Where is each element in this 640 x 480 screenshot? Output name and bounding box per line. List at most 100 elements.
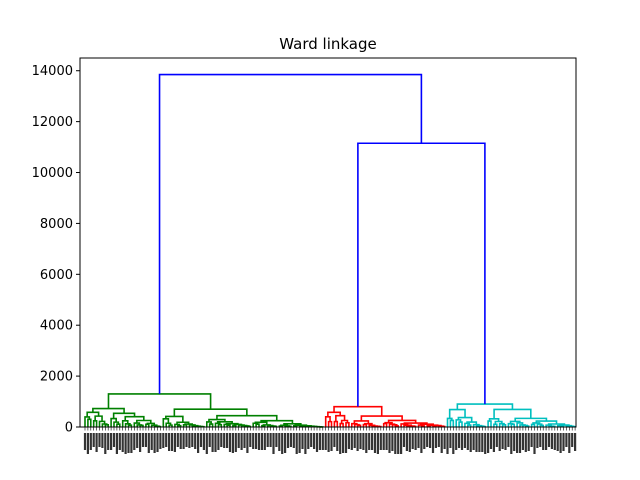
leaf-label-mark bbox=[144, 433, 147, 447]
dendrogram-link bbox=[165, 415, 184, 423]
leaf-label-mark bbox=[478, 433, 481, 452]
leaf-label-mark bbox=[565, 433, 568, 447]
leaf-label-mark bbox=[527, 433, 530, 451]
leaf-label-mark bbox=[504, 433, 507, 450]
leaf-label-mark bbox=[475, 433, 478, 452]
leaf-label-mark bbox=[362, 433, 365, 450]
leaf-label-mark bbox=[411, 433, 414, 449]
dendrogram-link bbox=[101, 423, 108, 427]
leaf-label-mark bbox=[452, 433, 455, 454]
leaf-label-mark bbox=[217, 433, 220, 450]
leaf-label-mark bbox=[397, 433, 400, 454]
dendrogram-link bbox=[509, 420, 521, 424]
leaf-label-mark bbox=[298, 433, 301, 453]
leaf-label-mark bbox=[104, 433, 107, 454]
dendrogram-link bbox=[427, 424, 439, 426]
dendrogram-link bbox=[136, 419, 152, 424]
leaf-label-mark bbox=[133, 433, 136, 450]
dendrogram-link bbox=[214, 422, 221, 427]
leaf-label-mark bbox=[257, 433, 261, 450]
leaf-label-mark bbox=[481, 433, 484, 452]
leaf-label-mark bbox=[263, 433, 266, 450]
leaf-label-mark bbox=[373, 433, 377, 453]
leaf-label-mark bbox=[547, 433, 551, 447]
leaf-label-mark bbox=[489, 433, 493, 449]
leaf-label-mark bbox=[431, 433, 435, 453]
dendrogram-link bbox=[145, 423, 150, 427]
dendrogram-link bbox=[124, 415, 145, 421]
dendrogram-link bbox=[457, 416, 473, 423]
dendrogram-link bbox=[279, 424, 289, 427]
dendrogram-link bbox=[327, 420, 333, 427]
leaf-label-mark bbox=[524, 433, 527, 452]
dendrogram-link bbox=[225, 422, 239, 425]
leaf-label-mark bbox=[295, 433, 298, 454]
leaf-label-mark bbox=[243, 433, 246, 448]
leaf-label-mark bbox=[379, 433, 382, 450]
leaf-label-mark bbox=[136, 433, 139, 448]
leaf-label-mark bbox=[275, 433, 278, 447]
dendrogram-link bbox=[262, 424, 272, 426]
dendrogram-link bbox=[472, 423, 480, 427]
leaf-label-mark bbox=[501, 433, 504, 449]
dendrogram-link bbox=[446, 417, 453, 427]
y-tick-label: 10000 bbox=[32, 166, 73, 181]
leaf-label-mark bbox=[571, 433, 574, 447]
leaf-label-mark bbox=[237, 433, 240, 448]
leaf-label-mark bbox=[249, 433, 252, 447]
leaf-label-mark bbox=[168, 433, 171, 451]
leaf-label-mark bbox=[414, 433, 417, 450]
dendrogram-link bbox=[494, 420, 503, 425]
leaf-label-mark bbox=[304, 433, 307, 454]
dendrogram-link bbox=[353, 423, 360, 427]
leaf-label-mark bbox=[487, 433, 490, 453]
leaf-label-mark bbox=[173, 433, 176, 452]
leaf-label-mark bbox=[130, 433, 133, 453]
dendrogram-link bbox=[206, 421, 212, 427]
leaf-label-mark bbox=[388, 433, 391, 453]
leaf-label-mark bbox=[101, 433, 104, 448]
leaf-label-mark bbox=[156, 433, 159, 452]
leaf-label-mark bbox=[469, 433, 472, 452]
leaf-label-mark bbox=[176, 433, 179, 447]
leaf-label-mark bbox=[246, 433, 249, 453]
leaf-label-mark bbox=[89, 433, 92, 450]
leaf-label-mark bbox=[339, 433, 342, 454]
leaf-label-mark bbox=[359, 433, 362, 449]
leaf-label-mark bbox=[405, 433, 408, 451]
leaf-label-mark bbox=[252, 433, 255, 449]
leaf-label-mark bbox=[228, 433, 232, 452]
dendrogram-link bbox=[368, 424, 376, 427]
leaf-label-mark bbox=[269, 433, 272, 447]
leaf-label-mark bbox=[562, 433, 565, 451]
dendrogram-link bbox=[176, 421, 190, 425]
dendrogram-link bbox=[536, 423, 543, 427]
leaf-label-mark bbox=[495, 433, 498, 447]
leaf-label-mark bbox=[443, 433, 446, 449]
leaf-label-mark bbox=[107, 433, 110, 450]
y-tick-label: 14000 bbox=[32, 64, 73, 79]
leaf-label-mark bbox=[371, 433, 374, 450]
leaf-label-mark bbox=[516, 433, 519, 453]
leaf-label-mark bbox=[266, 433, 269, 447]
leaf-labels bbox=[83, 427, 577, 454]
leaf-label-mark bbox=[437, 433, 440, 447]
dendrogram-link bbox=[254, 421, 268, 425]
leaf-label-mark bbox=[202, 433, 205, 450]
chart-title: Ward linkage bbox=[279, 35, 376, 53]
leaf-label-mark bbox=[550, 433, 553, 449]
leaf-label-mark bbox=[98, 433, 101, 447]
leaf-label-mark bbox=[539, 433, 542, 447]
leaf-label-mark bbox=[159, 433, 162, 449]
leaf-label-mark bbox=[313, 433, 316, 449]
leaf-label-mark bbox=[211, 433, 214, 452]
leaf-label-mark bbox=[365, 433, 368, 453]
plot-area-background bbox=[80, 58, 576, 427]
dendrogram-link bbox=[127, 424, 133, 427]
leaf-label-mark bbox=[112, 433, 116, 447]
dendrogram-link bbox=[255, 423, 260, 427]
y-tick-label: 0 bbox=[65, 421, 73, 436]
leaf-label-mark bbox=[324, 433, 327, 450]
leaf-label-mark bbox=[513, 433, 516, 451]
leaf-label-mark bbox=[194, 433, 197, 449]
